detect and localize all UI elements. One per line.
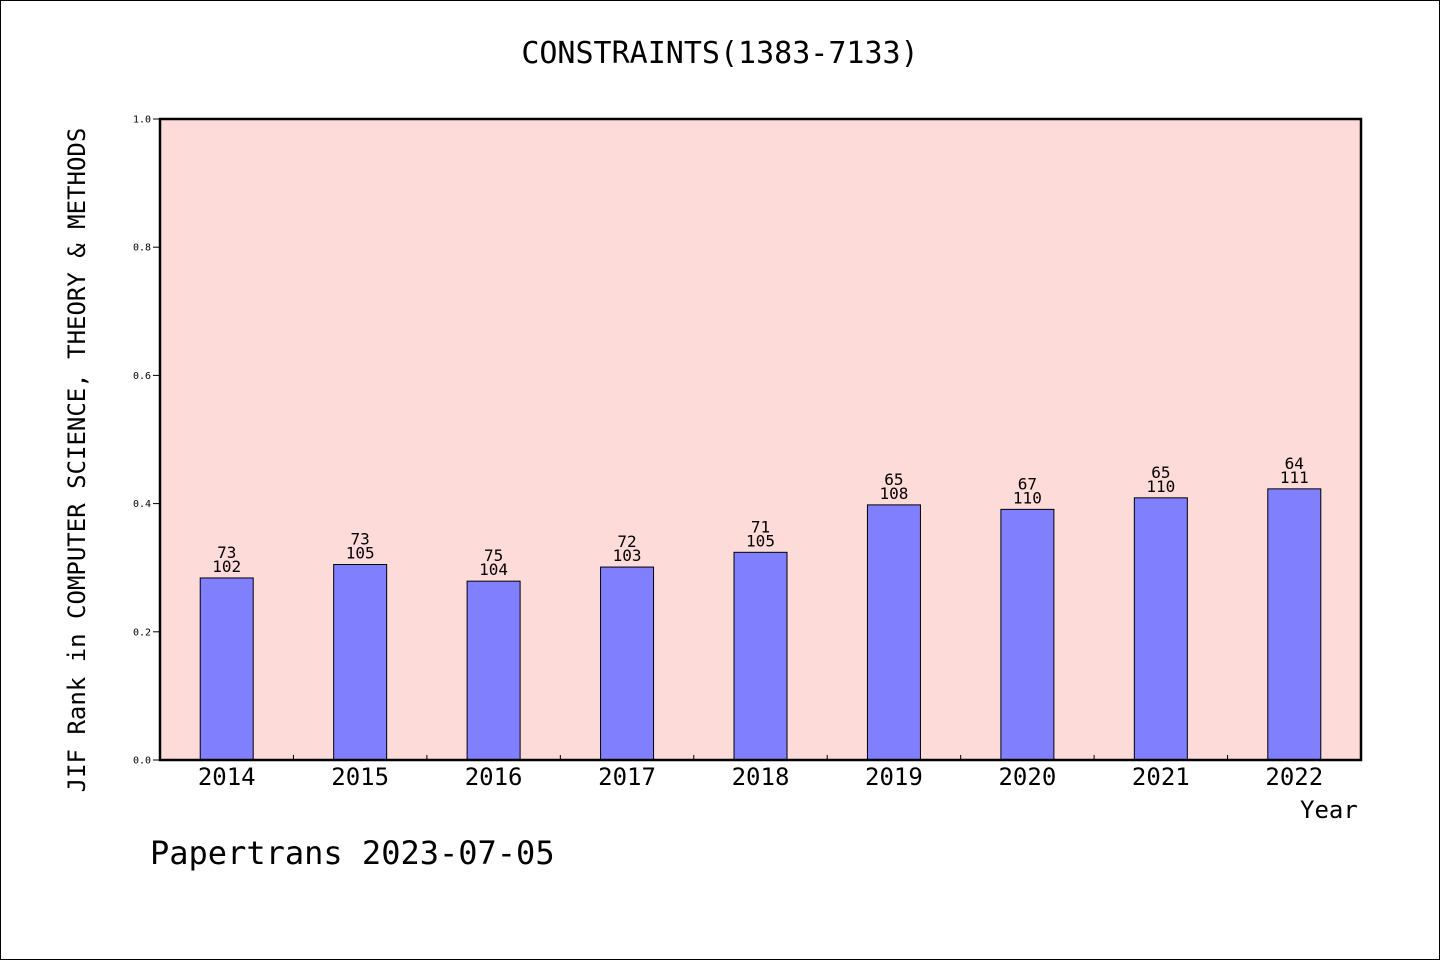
bar-total-label: 105 [346, 543, 375, 562]
bar [600, 566, 655, 761]
bar-total-label: 108 [879, 484, 908, 503]
bar-total-label: 105 [746, 531, 775, 550]
bar [1000, 508, 1055, 761]
y-ticks: 0.0 0.2 0.4 0.6 0.8 1.0 [133, 115, 160, 767]
bar-rank-label: 71 [751, 517, 770, 536]
bar [866, 504, 921, 761]
x-tick-label: 2021 [1132, 763, 1190, 791]
x-tick-label: 2014 [198, 763, 256, 791]
bar-total-label: 104 [479, 560, 508, 579]
bar-total-label: 103 [613, 546, 642, 565]
y-tick-label: 1.0 [133, 115, 151, 126]
bar-rank-label: 65 [884, 470, 903, 489]
bar [199, 577, 254, 761]
y-tick-label: 0.8 [133, 243, 151, 254]
x-tick-label: 2019 [865, 763, 923, 791]
bar [333, 563, 388, 761]
bar-total-label: 111 [1280, 468, 1309, 487]
x-tick-label: 2017 [598, 763, 656, 791]
x-tick-label: 2015 [331, 763, 389, 791]
plot-border [158, 117, 1363, 762]
footer-watermark: Papertrans 2023-07-05 [150, 834, 555, 872]
x-axis-label: Year [1300, 796, 1358, 824]
y-tick-label: 0.4 [133, 499, 151, 510]
bar-rank-label: 75 [484, 546, 503, 565]
bar-rank-label: 73 [217, 543, 236, 562]
bar [733, 551, 788, 761]
x-tick-label: 2018 [732, 763, 790, 791]
bar-total-label: 110 [1146, 477, 1175, 496]
bar-rank-label: 65 [1151, 463, 1170, 482]
bars [199, 488, 1322, 761]
bar-rank-label: 64 [1285, 454, 1304, 473]
bar-rank-label: 73 [351, 529, 370, 548]
bar [1267, 488, 1322, 761]
bar-rank-label: 67 [1018, 474, 1037, 493]
x-tick-label: 2016 [465, 763, 523, 791]
x-tick-label: 2020 [998, 763, 1056, 791]
x-ticks: 2014 2015 2016 2017 2018 2019 2020 2021 2022 [198, 755, 1323, 791]
bar-total-label: 102 [212, 557, 241, 576]
chart-title: CONSTRAINTS(1383-7133) [521, 36, 919, 71]
x-tick-label: 2022 [1265, 763, 1323, 791]
bar [466, 580, 521, 761]
y-tick-label: 0.6 [133, 371, 151, 382]
bar-total-label: 110 [1013, 488, 1042, 507]
y-tick-label: 0.0 [133, 756, 151, 767]
bar [1133, 497, 1188, 761]
bar-rank-label: 72 [617, 532, 636, 551]
y-tick-label: 0.2 [133, 627, 151, 638]
